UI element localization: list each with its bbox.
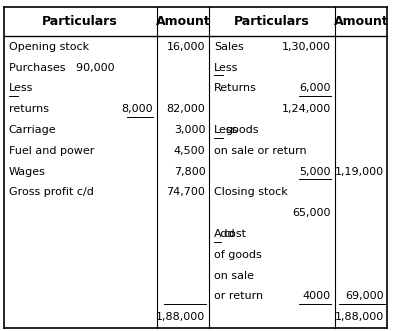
- Text: 1,24,000: 1,24,000: [282, 104, 331, 114]
- Text: Purchases   90,000: Purchases 90,000: [9, 63, 114, 72]
- Text: 8,000: 8,000: [121, 104, 152, 114]
- Text: of goods: of goods: [214, 250, 262, 260]
- Text: on sale: on sale: [214, 271, 254, 281]
- Text: Fuel and power: Fuel and power: [9, 146, 94, 156]
- Text: Opening stock: Opening stock: [9, 42, 89, 52]
- Text: Less: Less: [214, 125, 239, 135]
- Text: goods: goods: [225, 125, 259, 135]
- Text: 4000: 4000: [303, 292, 331, 302]
- Text: 16,000: 16,000: [167, 42, 205, 52]
- Text: 1,88,000: 1,88,000: [156, 312, 205, 322]
- Text: Closing stock: Closing stock: [214, 187, 288, 198]
- Text: Particulars: Particulars: [234, 15, 310, 28]
- Text: 74,700: 74,700: [167, 187, 205, 198]
- Text: 1,30,000: 1,30,000: [282, 42, 331, 52]
- Text: cost: cost: [224, 229, 246, 239]
- Text: 6,000: 6,000: [299, 83, 331, 93]
- Text: 3,000: 3,000: [174, 125, 205, 135]
- Text: on sale or return: on sale or return: [214, 146, 307, 156]
- Text: 82,000: 82,000: [167, 104, 205, 114]
- Text: returns: returns: [9, 104, 49, 114]
- Text: 65,000: 65,000: [292, 208, 331, 218]
- Text: 5,000: 5,000: [299, 166, 331, 177]
- Text: Carriage: Carriage: [9, 125, 56, 135]
- Text: Particulars: Particulars: [42, 15, 118, 28]
- Text: or return: or return: [214, 292, 263, 302]
- Text: Gross profit c/d: Gross profit c/d: [9, 187, 94, 198]
- Text: Amount: Amount: [156, 15, 210, 28]
- Text: 4,500: 4,500: [174, 146, 205, 156]
- Text: Add: Add: [214, 229, 236, 239]
- Text: Returns: Returns: [214, 83, 257, 93]
- Text: Amount: Amount: [334, 15, 388, 28]
- Text: Less: Less: [9, 83, 33, 93]
- Text: 69,000: 69,000: [346, 292, 384, 302]
- Text: Less: Less: [214, 63, 239, 72]
- Text: 1,19,000: 1,19,000: [335, 166, 384, 177]
- Text: 1,88,000: 1,88,000: [335, 312, 384, 322]
- Text: 7,800: 7,800: [174, 166, 205, 177]
- Text: Wages: Wages: [9, 166, 45, 177]
- Text: Sales: Sales: [214, 42, 244, 52]
